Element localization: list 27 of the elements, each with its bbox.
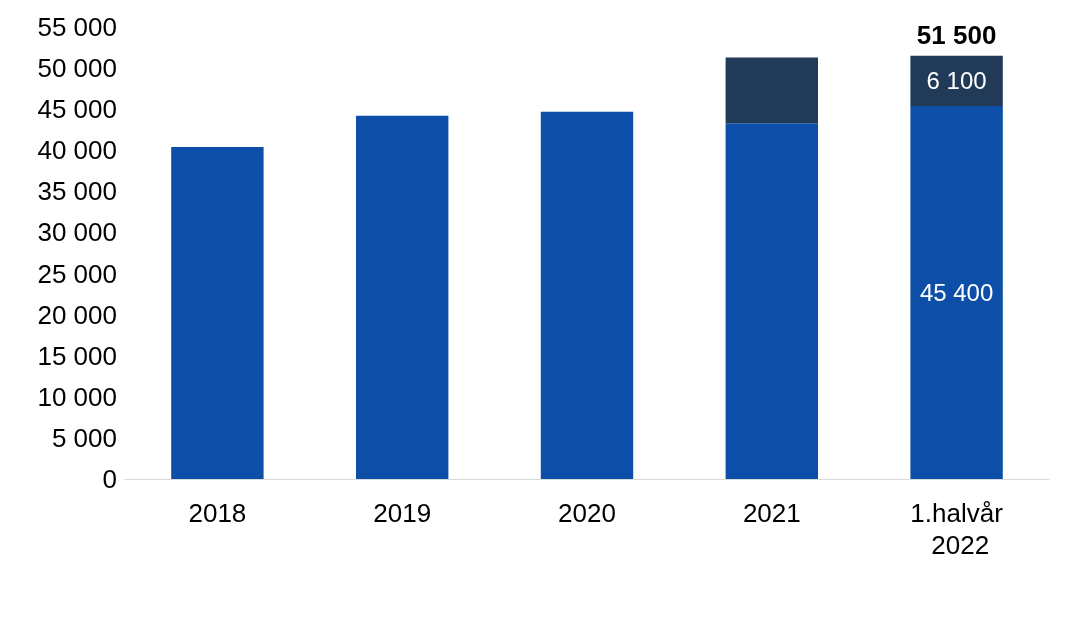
x-tick-label: 2020 (558, 498, 616, 528)
y-tick-label: 0 (102, 464, 117, 494)
y-tick-label: 25 000 (37, 258, 117, 289)
bar (910, 105, 1003, 479)
bar (540, 111, 634, 479)
x-tick-label: 2018 (188, 498, 247, 528)
bar (910, 55, 1003, 106)
data-label: 45 400 (919, 278, 994, 306)
bar (725, 57, 818, 124)
x-tick-label: 2019 (373, 498, 432, 528)
y-tick-label: 30 000 (37, 217, 117, 248)
bar (356, 115, 449, 479)
y-tick-label: 20 000 (37, 299, 117, 330)
total-label: 51 500 (916, 19, 997, 50)
y-tick-label: 55 000 (37, 12, 117, 42)
y-tick-label: 50 000 (37, 53, 117, 84)
y-tick-label: 45 000 (37, 94, 117, 125)
y-tick-label: 5 000 (51, 422, 117, 453)
y-tick-label: 35 000 (37, 176, 117, 207)
y-tick-label: 40 000 (37, 135, 117, 166)
bar (171, 146, 264, 479)
y-tick-label: 15 000 (37, 340, 117, 371)
y-tick-label: 10 000 (37, 381, 117, 412)
x-tick-label: 2021 (742, 498, 801, 528)
bar (725, 123, 818, 479)
x-tick-label: 1.halvår 2022 (910, 498, 1004, 560)
data-label: 6 100 (926, 67, 987, 95)
